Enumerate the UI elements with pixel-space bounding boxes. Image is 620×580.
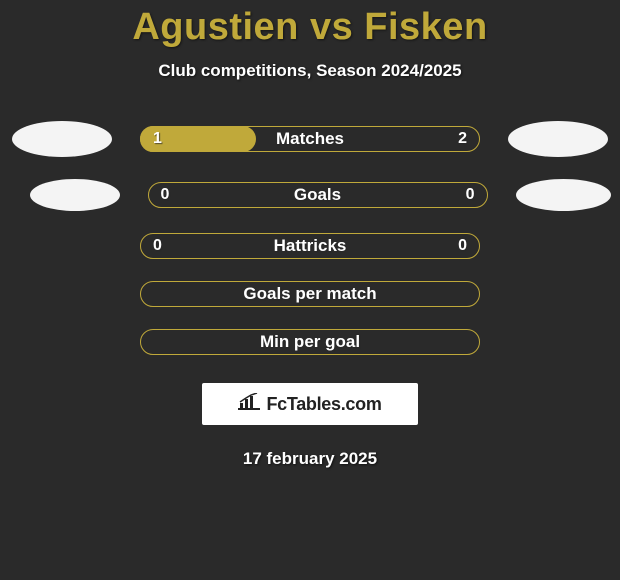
comparison-infographic: Agustien vs Fisken Club competitions, Se… — [0, 0, 620, 469]
stat-label: Goals — [149, 183, 487, 206]
logo-text: FcTables.com — [266, 394, 381, 415]
player-avatar-right — [508, 121, 608, 157]
stats-rows: 12Matches 00Goals 00Hattricks Goals per mat… — [0, 121, 620, 355]
player-avatar-left — [30, 179, 120, 211]
stat-label: Goals per match — [141, 282, 479, 305]
stat-bar: Goals per match — [140, 281, 480, 307]
fctables-logo: FcTables.com — [202, 383, 418, 425]
player-avatar-right — [516, 179, 611, 211]
stat-label: Min per goal — [141, 330, 479, 353]
stat-row: 12Matches — [0, 121, 620, 157]
stat-bar: Min per goal — [140, 329, 480, 355]
stat-bar: 00Goals — [148, 182, 488, 208]
stat-row: 00Hattricks — [0, 233, 620, 259]
stat-row: Goals per match — [0, 281, 620, 307]
stat-label: Matches — [141, 127, 479, 150]
player-avatar-left — [12, 121, 112, 157]
stat-row: Min per goal — [0, 329, 620, 355]
subtitle: Club competitions, Season 2024/2025 — [0, 61, 620, 81]
stat-row: 00Goals — [0, 179, 620, 211]
date-label: 17 february 2025 — [0, 449, 620, 469]
page-title: Agustien vs Fisken — [0, 6, 620, 49]
chart-icon — [238, 393, 260, 416]
stat-bar: 00Hattricks — [140, 233, 480, 259]
stat-bar: 12Matches — [140, 126, 480, 152]
stat-label: Hattricks — [141, 234, 479, 257]
